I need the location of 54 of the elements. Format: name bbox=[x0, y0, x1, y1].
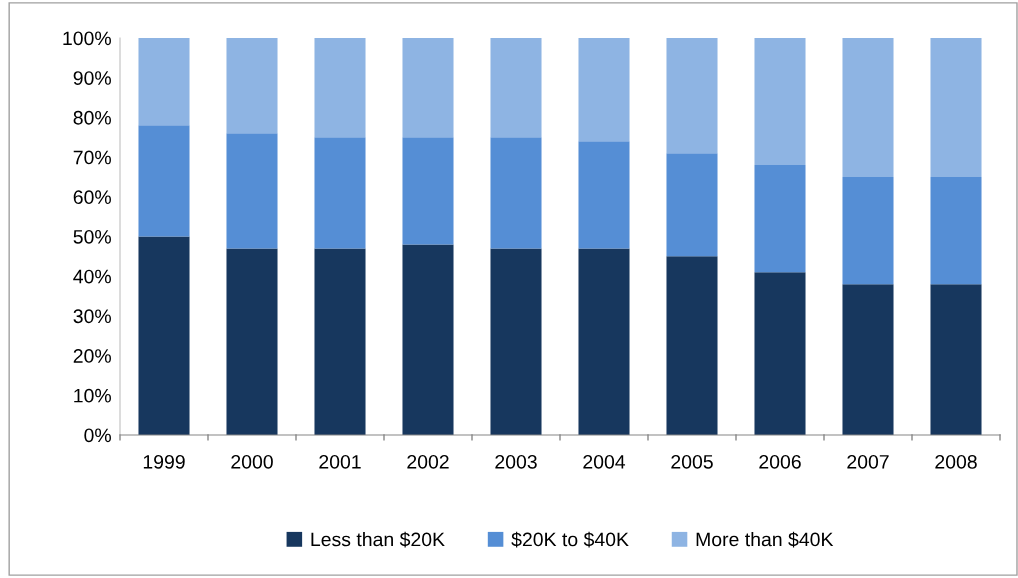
bar bbox=[402, 244, 454, 435]
x-tick-label: 2001 bbox=[319, 454, 361, 469]
bar bbox=[138, 125, 190, 237]
bar bbox=[930, 38, 982, 177]
bar bbox=[842, 176, 894, 285]
x-tick-label: 2007 bbox=[847, 454, 889, 469]
bar bbox=[138, 38, 190, 126]
y-tick-label: 60% bbox=[73, 190, 111, 205]
bar bbox=[314, 248, 366, 435]
x-tick-label: 2003 bbox=[495, 454, 537, 469]
bar bbox=[226, 133, 278, 249]
bar bbox=[578, 38, 630, 142]
bar bbox=[754, 272, 806, 435]
bar bbox=[138, 236, 190, 435]
bar bbox=[402, 38, 454, 138]
bar bbox=[842, 284, 894, 435]
bar bbox=[930, 176, 982, 285]
x-tick-label: 2004 bbox=[583, 454, 626, 469]
x-tick-label: 1999 bbox=[143, 454, 185, 469]
legend-label: More than $40K bbox=[696, 531, 834, 548]
y-tick-label: 20% bbox=[73, 349, 111, 363]
bar bbox=[314, 38, 366, 138]
y-tick-label: 50% bbox=[73, 229, 111, 244]
y-tick-label: 80% bbox=[73, 110, 111, 125]
bar bbox=[490, 248, 542, 435]
bar bbox=[754, 38, 806, 166]
bar bbox=[314, 137, 366, 249]
bar bbox=[666, 38, 718, 154]
y-tick-label: 30% bbox=[73, 309, 111, 324]
bar bbox=[930, 284, 982, 435]
bar bbox=[842, 38, 894, 177]
bar bbox=[666, 256, 718, 435]
x-tick-label: 2006 bbox=[759, 454, 801, 469]
bar bbox=[754, 165, 806, 273]
y-tick-label: 10% bbox=[74, 388, 111, 403]
bar bbox=[490, 137, 542, 249]
y-tick-label: 70% bbox=[73, 150, 111, 165]
bar bbox=[402, 137, 454, 245]
bar bbox=[578, 248, 630, 435]
bar bbox=[578, 141, 630, 249]
legend-label: Less than $20K bbox=[311, 531, 445, 548]
x-tick-label: 2005 bbox=[671, 454, 713, 469]
bar bbox=[226, 248, 278, 435]
bar bbox=[666, 153, 718, 257]
y-tick-label: 100% bbox=[63, 31, 111, 46]
x-tick-label: 2000 bbox=[231, 454, 273, 469]
bar bbox=[490, 38, 542, 138]
x-tick-label: 2008 bbox=[935, 454, 977, 469]
bar bbox=[226, 38, 278, 134]
y-tick-label: 40% bbox=[73, 269, 111, 284]
legend-label: $20K to $40K bbox=[511, 531, 629, 548]
x-tick-label: 2002 bbox=[407, 454, 449, 469]
y-tick-label: 90% bbox=[73, 71, 111, 85]
y-tick-label: 0% bbox=[84, 428, 111, 443]
